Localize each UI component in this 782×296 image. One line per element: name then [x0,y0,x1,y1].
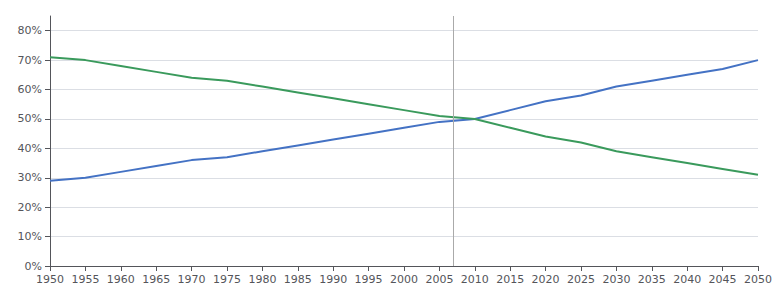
svg-text:80%: 80% [18,24,42,37]
svg-text:20%: 20% [18,201,42,214]
svg-text:2020: 2020 [532,273,560,286]
svg-text:1965: 1965 [142,273,170,286]
svg-text:1970: 1970 [178,273,206,286]
svg-text:2045: 2045 [709,273,737,286]
svg-text:2010: 2010 [461,273,489,286]
svg-text:2005: 2005 [425,273,453,286]
svg-text:2000: 2000 [390,273,418,286]
svg-text:2040: 2040 [673,273,701,286]
svg-text:10%: 10% [18,230,42,243]
svg-text:1985: 1985 [284,273,312,286]
svg-text:30%: 30% [18,171,42,184]
svg-text:50%: 50% [18,112,42,125]
svg-text:2025: 2025 [567,273,595,286]
svg-text:0%: 0% [25,260,42,273]
svg-text:1990: 1990 [319,273,347,286]
svg-text:1960: 1960 [107,273,135,286]
svg-text:40%: 40% [18,142,42,155]
svg-text:1995: 1995 [355,273,383,286]
svg-text:1950: 1950 [36,273,64,286]
svg-text:60%: 60% [18,83,42,96]
svg-text:70%: 70% [18,54,42,67]
svg-text:2015: 2015 [496,273,524,286]
svg-text:2050: 2050 [744,273,772,286]
svg-text:1980: 1980 [248,273,276,286]
svg-text:1975: 1975 [213,273,241,286]
svg-text:1955: 1955 [71,273,99,286]
svg-text:2030: 2030 [602,273,630,286]
svg-text:2035: 2035 [638,273,666,286]
